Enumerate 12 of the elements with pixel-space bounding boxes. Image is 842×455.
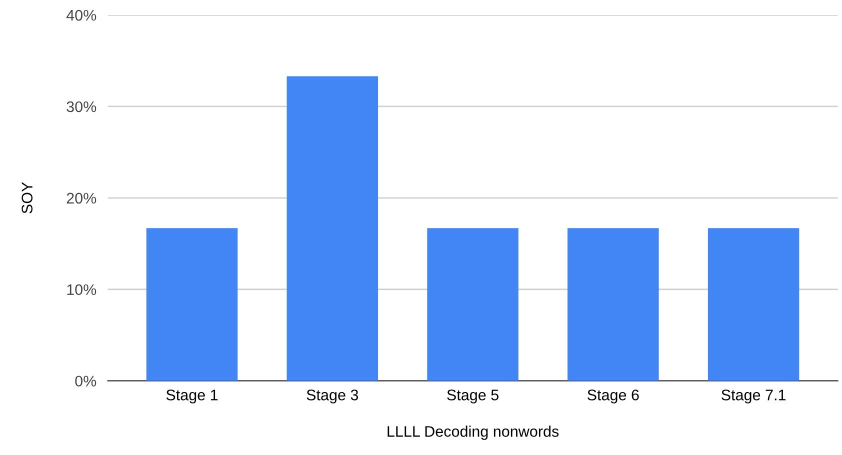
y-tick-label: 40% <box>66 10 96 21</box>
y-tick-label: 0% <box>75 376 96 387</box>
y-tick-label: 30% <box>66 101 96 112</box>
x-axis-title: LLLL Decoding nonwords <box>388 426 559 440</box>
y-axis-title: SOY <box>22 182 33 214</box>
x-tick-label: Stage 3 <box>306 390 358 404</box>
y-tick-label: 20% <box>66 192 96 204</box>
x-tick-label: Stage 7.1 <box>722 390 786 404</box>
x-tick-label: Stage 5 <box>447 390 498 404</box>
y-tick-label: 10% <box>67 284 96 296</box>
x-tick-label: Stage 6 <box>588 390 639 404</box>
x-tick-label: Stage 1 <box>166 390 218 404</box>
